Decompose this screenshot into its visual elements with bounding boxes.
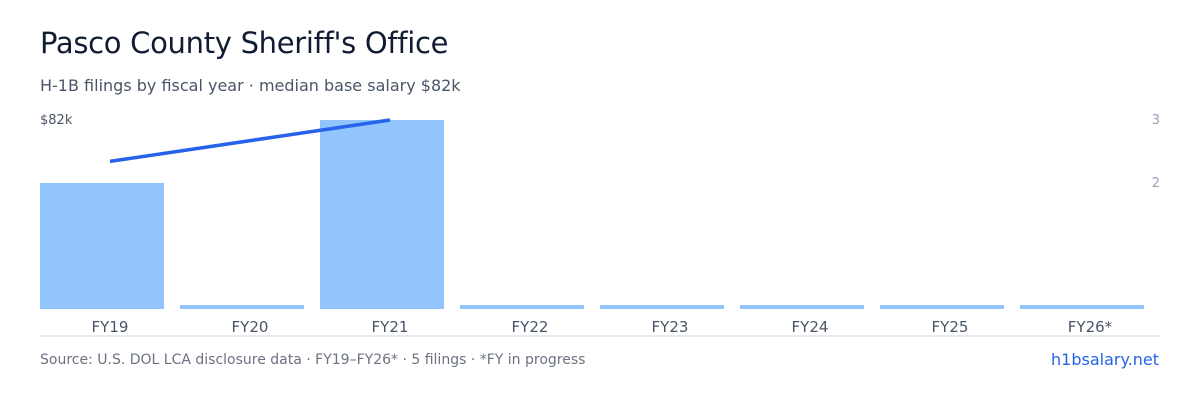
y-right-tick-label: 2 xyxy=(1152,176,1160,191)
x-tick-label: FY25 xyxy=(932,318,969,336)
x-tick-label: FY21 xyxy=(372,318,409,336)
y-right-tick-label: 3 xyxy=(1152,113,1160,128)
bar-fy24 xyxy=(740,305,864,309)
bar-fy21 xyxy=(320,120,444,309)
source-note: Source: U.S. DOL LCA disclosure data · F… xyxy=(40,352,586,368)
chart-subtitle: H-1B filings by fiscal year · median bas… xyxy=(40,76,461,95)
x-tick-label: FY24 xyxy=(792,318,829,336)
bar-fy20 xyxy=(180,305,304,309)
bar-fy23 xyxy=(600,305,724,309)
bar-fy26 xyxy=(1020,305,1144,309)
chart-title: Pasco County Sheriff's Office xyxy=(40,26,449,60)
salary-line xyxy=(109,118,391,164)
x-tick-label: FY23 xyxy=(652,318,689,336)
x-tick-label: FY20 xyxy=(232,318,269,336)
site-link[interactable]: h1bsalary.net xyxy=(1051,350,1159,369)
bar-fy22 xyxy=(460,305,584,309)
x-tick-label: FY22 xyxy=(512,318,549,336)
x-tick-label: FY26* xyxy=(1068,318,1113,336)
bar-fy19 xyxy=(40,183,164,309)
bar-fy25 xyxy=(880,305,1004,309)
y-left-tick-label: $82k xyxy=(40,113,73,128)
x-tick-label: FY19 xyxy=(92,318,129,336)
